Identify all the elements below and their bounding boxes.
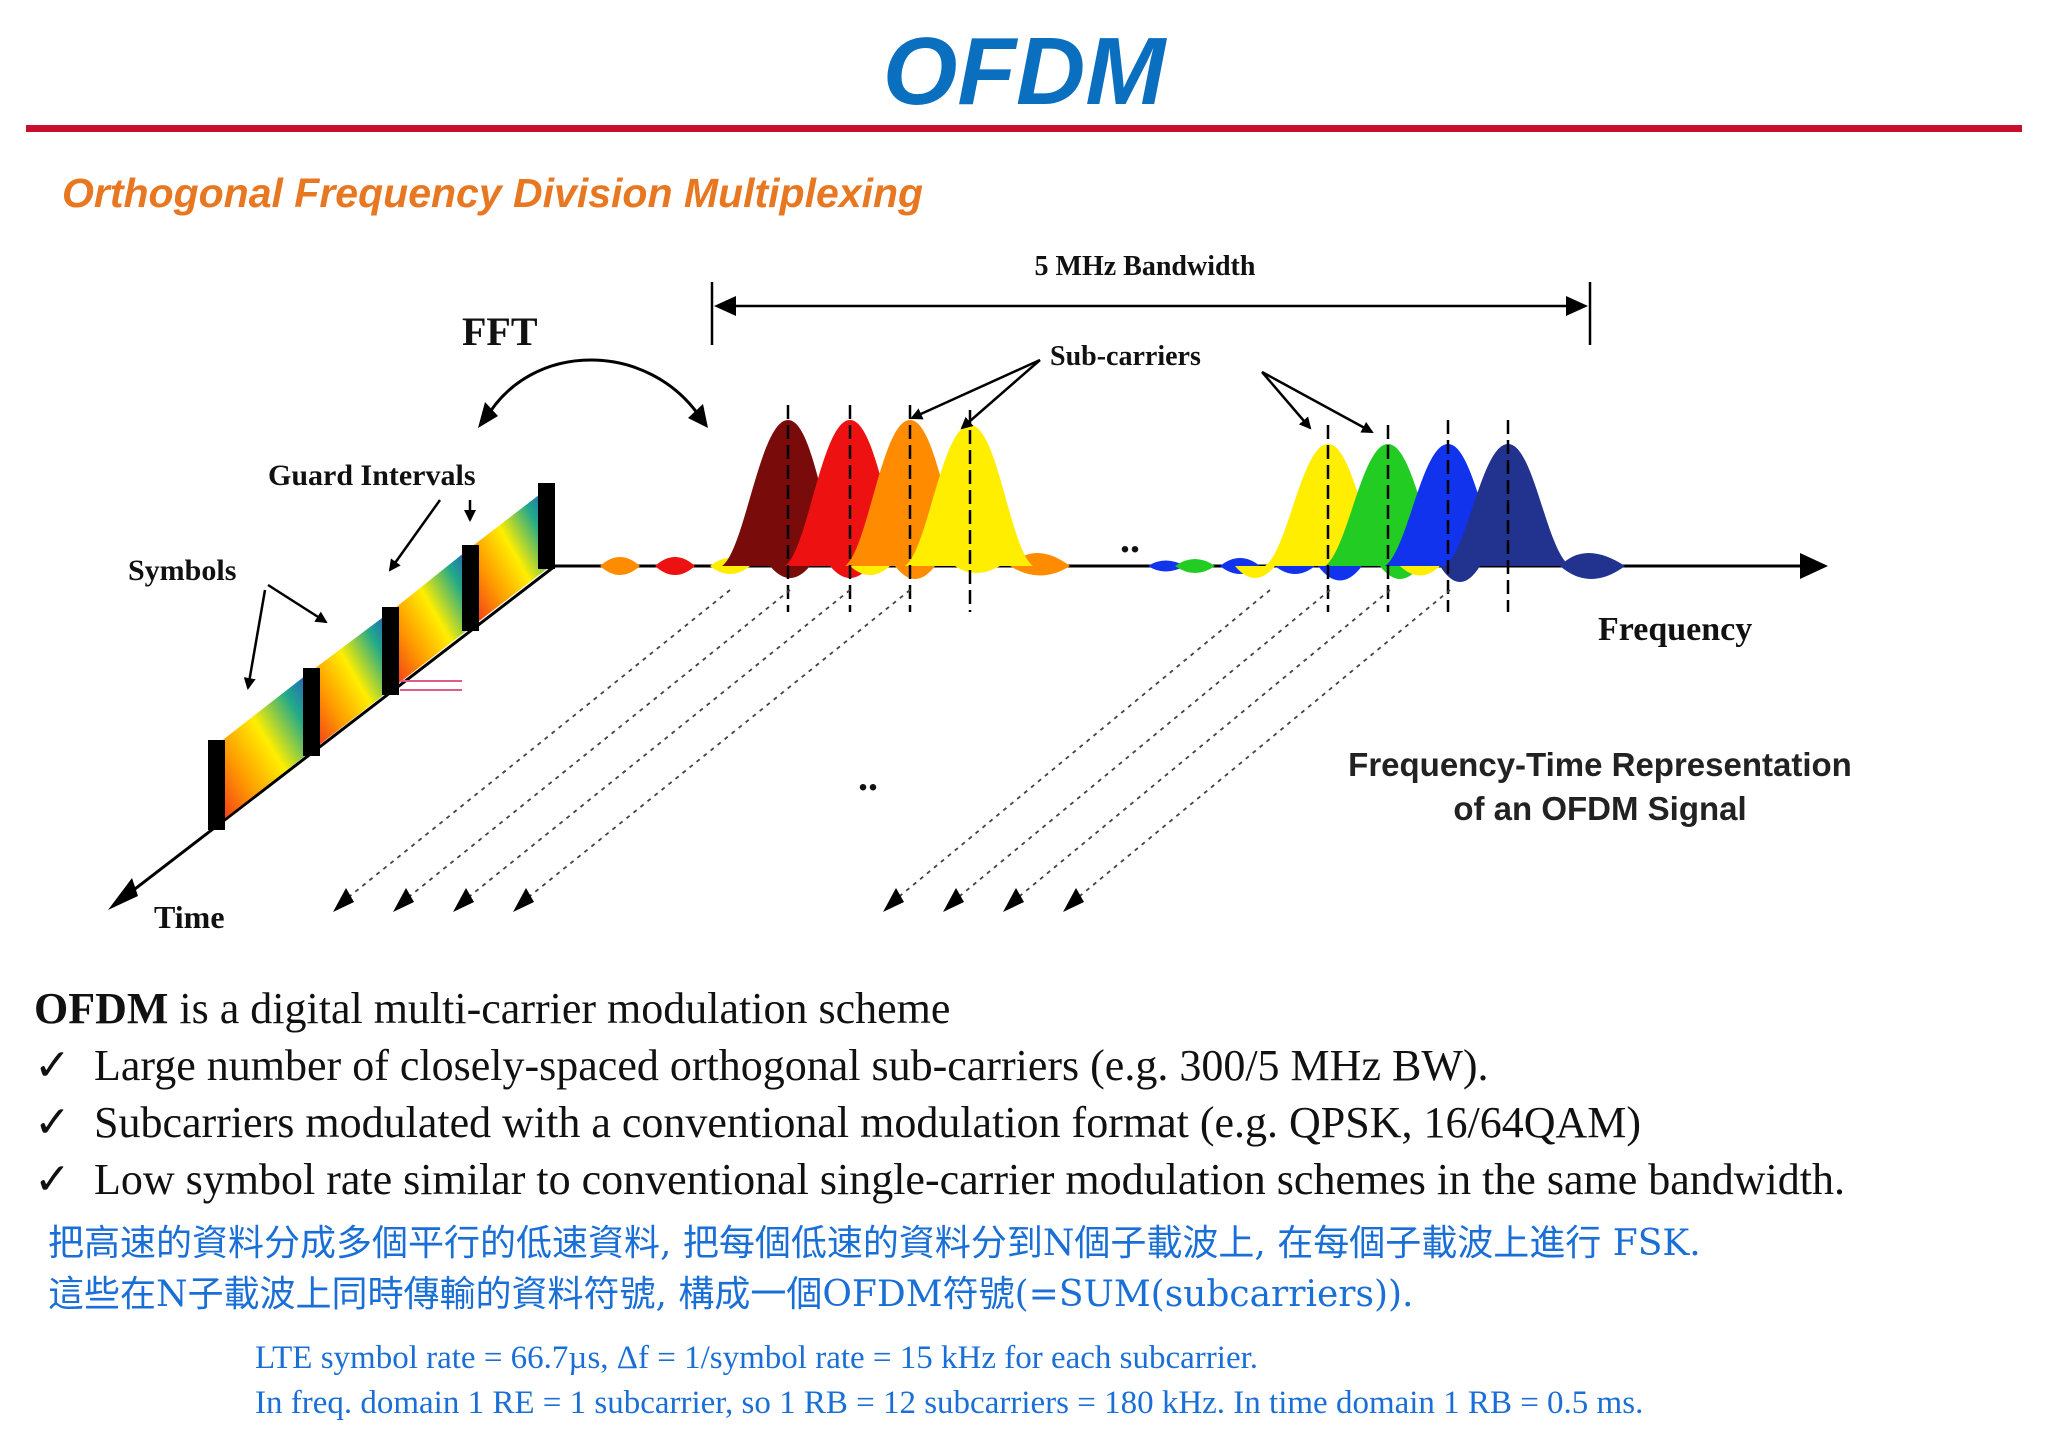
projection-arrowheads: [333, 888, 1084, 912]
page-subtitle: Orthogonal Frequency Division Multiplexi…: [62, 170, 924, 216]
symbols-label: Symbols: [128, 554, 236, 587]
intro-rest: is a digital multi-carrier modulation sc…: [168, 984, 951, 1033]
checkmark-icon: ✓: [34, 1155, 71, 1204]
representation-caption-line2: of an OFDM Signal: [1453, 790, 1746, 827]
frequency-ellipsis: ..: [1120, 516, 1140, 561]
bullet-item: ✓ Large number of closely-spaced orthogon…: [34, 1037, 2024, 1094]
right-subcarrier-group: [1148, 420, 1625, 612]
bullet-text: Large number of closely-spaced orthogona…: [94, 1041, 1489, 1090]
left-subcarrier-group: [600, 405, 1070, 612]
guard-interval: [303, 668, 320, 756]
checkmark-icon: ✓: [34, 1041, 71, 1090]
symbol-block: [470, 488, 548, 628]
guard-intervals-label: Guard Intervals: [268, 459, 476, 492]
lte-note: In freq. domain 1 RE = 1 subcarrier, so …: [255, 1385, 1644, 1421]
symbol-block: [215, 672, 310, 826]
title-divider: [26, 125, 2022, 132]
fft-arc: [483, 358, 704, 421]
lte-notes: LTE symbol rate = 66.7µs, Δf = 1/symbol …: [255, 1336, 2035, 1426]
fft-label: FFT: [462, 309, 538, 354]
chinese-line: 把高速的資料分成多個平行的低速資料, 把每個低速的資料分到N個子載波上, 在每個…: [48, 1223, 1701, 1264]
subcarriers-label: Sub-carriers: [1050, 341, 1201, 372]
guard-interval: [382, 607, 399, 695]
frequency-axis-arrowhead: [1800, 553, 1828, 579]
bandwidth-label: 5 MHz Bandwidth: [1035, 251, 1256, 282]
representation-caption-line1: Frequency-Time Representation: [1348, 746, 1852, 783]
description-list: OFDM is a digital multi-carrier modulati…: [34, 980, 2024, 1208]
guard-interval: [208, 740, 225, 830]
time-axis: [117, 564, 556, 904]
bullet-text: Low symbol rate similar to conventional …: [94, 1155, 1845, 1204]
time-axis-arrowhead: [108, 878, 138, 910]
checkmark-icon: ✓: [34, 1098, 71, 1147]
symbol-block: [310, 612, 390, 752]
time-ellipsis: ..: [858, 754, 878, 799]
lte-note: LTE symbol rate = 66.7µs, Δf = 1/symbol …: [255, 1340, 1259, 1376]
symbol-blocks: [208, 483, 555, 830]
bullet-item: ✓ Low symbol rate similar to conventional…: [34, 1151, 2024, 1208]
intro-bold: OFDM: [34, 984, 169, 1033]
symbol-block: [390, 548, 470, 690]
frequency-label: Frequency: [1598, 611, 1752, 648]
intro-line: OFDM is a digital multi-carrier modulati…: [34, 980, 2024, 1037]
time-label: Time: [154, 899, 225, 935]
guard-interval: [538, 483, 555, 569]
ofdm-frequency-time-diagram: 5 MHz Bandwidth FFT Sub-carriers Guard I…: [108, 251, 1852, 935]
bullet-item: ✓ Subcarriers modulated with a convention…: [34, 1094, 2024, 1151]
chinese-explanation: 把高速的資料分成多個平行的低速資料, 把每個低速的資料分到N個子載波上, 在每個…: [48, 1218, 2028, 1320]
chinese-line: 這些在N子載波上同時傳輸的資料符號, 構成一個OFDM符號(=SUM(subca…: [48, 1274, 1414, 1315]
page-title: OFDM: [882, 18, 1166, 125]
projection-lines: [344, 589, 1451, 901]
bullet-text: Subcarriers modulated with a conventiona…: [94, 1098, 1642, 1147]
guard-interval: [462, 545, 479, 631]
